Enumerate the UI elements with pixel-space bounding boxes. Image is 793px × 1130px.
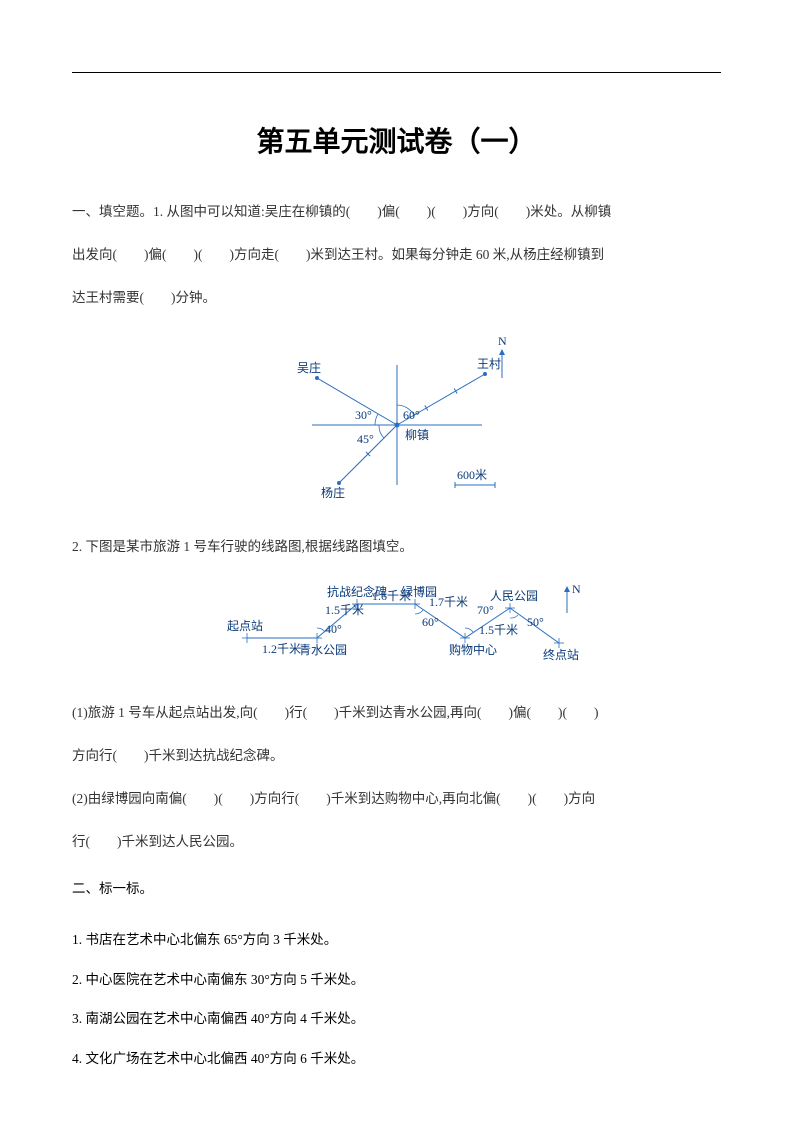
q1-part1: 出发向( )偏( )( )方向走( )米到达王村。如果每分钟走 60 米,从杨庄… <box>72 233 721 276</box>
q2-p2: (2)由绿博园向南偏( )( )方向行( )千米到达购物中心,再向北偏( )( … <box>72 777 721 820</box>
diagram-2: 起点站青水公园抗战纪念碑绿博园购物中心人民公园终点站1.2千米1.5千米40°1… <box>207 578 587 676</box>
page-title: 第五单元测试卷（一） <box>72 120 721 160</box>
svg-text:1.5千米: 1.5千米 <box>325 603 364 617</box>
svg-text:杨庄: 杨庄 <box>321 485 345 500</box>
svg-text:王村: 王村 <box>477 357 501 371</box>
section2-heading: 二、标一标。 <box>72 870 721 908</box>
svg-text:45°: 45° <box>357 432 374 446</box>
q2-p1b: 方向行( )千米到达抗战纪念碑。 <box>72 734 721 777</box>
section2-item-2: 2. 中心医院在艺术中心南偏东 30°方向 5 千米处。 <box>72 961 721 999</box>
svg-text:1.2千米: 1.2千米 <box>262 642 301 656</box>
svg-text:600米: 600米 <box>457 468 487 482</box>
section2-item-4: 4. 文化广场在艺术中心北偏西 40°方向 6 千米处。 <box>72 1040 721 1078</box>
svg-text:人民公园: 人民公园 <box>490 589 538 603</box>
svg-text:起点站: 起点站 <box>227 619 263 633</box>
q1-part0: 1. 从图中可以知道:吴庄在柳镇的( )偏( )( )方向( )米处。从柳镇 <box>153 204 611 219</box>
svg-text:1.6千米: 1.6千米 <box>372 589 411 603</box>
svg-text:N: N <box>572 582 581 596</box>
figure-2: 起点站青水公园抗战纪念碑绿博园购物中心人民公园终点站1.2千米1.5千米40°1… <box>72 578 721 681</box>
svg-text:柳镇: 柳镇 <box>405 428 429 442</box>
section2-item-1: 1. 书店在艺术中心北偏东 65°方向 3 千米处。 <box>72 921 721 959</box>
svg-text:60°: 60° <box>422 615 439 629</box>
svg-text:终点站: 终点站 <box>543 647 579 662</box>
svg-text:购物中心: 购物中心 <box>449 642 497 657</box>
svg-text:50°: 50° <box>527 615 544 629</box>
svg-text:1.5千米: 1.5千米 <box>479 623 518 637</box>
figure-1: 柳镇 吴庄 30° 王村 60° 杨庄 45° N 600米 <box>72 330 721 515</box>
top-rule <box>72 72 721 73</box>
svg-text:N: N <box>498 334 507 348</box>
section1-q1-line1: 一、填空题。1. 从图中可以知道:吴庄在柳镇的( )偏( )( )方向( )米处… <box>72 190 721 233</box>
q2-intro: 2. 下图是某市旅游 1 号车行驶的线路图,根据线路图填空。 <box>72 525 721 568</box>
section2-item-3: 3. 南湖公园在艺术中心南偏西 40°方向 4 千米处。 <box>72 1000 721 1038</box>
svg-text:60°: 60° <box>403 408 420 422</box>
q2-p2b: 行( )千米到达人民公园。 <box>72 820 721 863</box>
diagram-1: 柳镇 吴庄 30° 王村 60° 杨庄 45° N 600米 <box>267 330 527 510</box>
svg-text:1.7千米: 1.7千米 <box>429 595 468 609</box>
page: 第五单元测试卷（一） 一、填空题。1. 从图中可以知道:吴庄在柳镇的( )偏( … <box>0 0 793 1130</box>
svg-text:青水公园: 青水公园 <box>299 643 347 657</box>
svg-text:吴庄: 吴庄 <box>297 360 321 375</box>
q1-part2: 达王村需要( )分钟。 <box>72 276 721 319</box>
svg-text:30°: 30° <box>355 408 372 422</box>
q2-p1: (1)旅游 1 号车从起点站出发,向( )行( )千米到达青水公园,再向( )偏… <box>72 691 721 734</box>
section1-heading: 一、填空题。 <box>72 204 153 219</box>
svg-text:40°: 40° <box>325 622 342 636</box>
svg-text:70°: 70° <box>477 603 494 617</box>
